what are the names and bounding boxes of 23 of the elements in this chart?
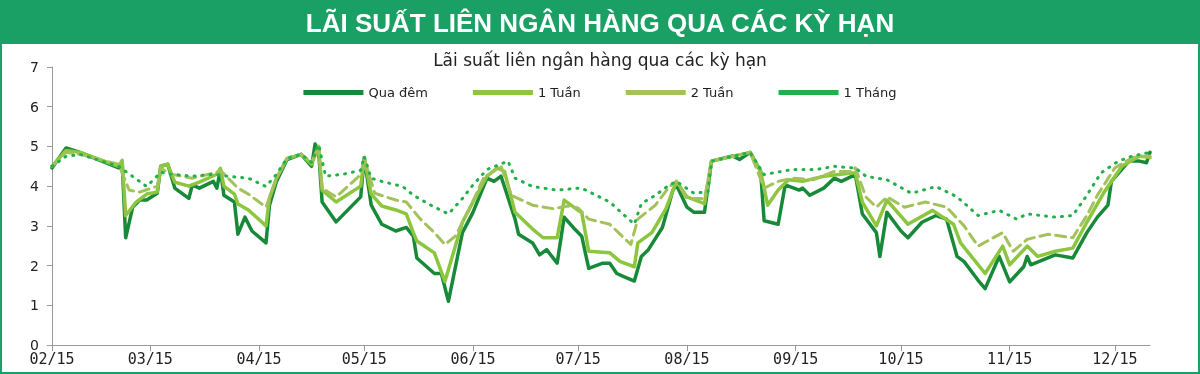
x-tick-label: 03/15: [127, 349, 173, 368]
chart-subtitle: Lãi suất liên ngân hàng qua các kỳ hạn: [433, 49, 767, 70]
x-tick-label: 08/15: [664, 349, 710, 368]
y-tick-label: 1: [30, 297, 39, 314]
legend-label: Qua đêm: [368, 85, 428, 100]
x-tick-label: 10/15: [878, 349, 924, 368]
y-tick-label: 2: [30, 257, 39, 274]
x-tick-label: 05/15: [341, 349, 387, 368]
legend-label: 2 Tuần: [690, 85, 734, 100]
x-tick-label: 06/15: [450, 349, 496, 368]
y-tick-label: 4: [30, 178, 39, 195]
x-tick-label: 09/15: [773, 349, 819, 368]
x-tick-label: 11/15: [987, 349, 1033, 368]
y-tick-label: 5: [30, 138, 39, 155]
y-tick-label: 7: [30, 59, 39, 75]
x-tick-label: 12/15: [1092, 349, 1138, 368]
legend-label: 1 Tuần: [537, 85, 581, 100]
y-tick-label: 3: [30, 217, 39, 234]
chart-title: LÃI SUẤT LIÊN NGÂN HÀNG QUA CÁC KỲ HẠN: [2, 2, 1198, 44]
x-tick-label: 04/15: [236, 349, 282, 368]
y-tick-label: 6: [30, 98, 39, 115]
legend-label: 1 Tháng: [843, 85, 897, 100]
x-tick-label: 07/15: [555, 349, 601, 368]
